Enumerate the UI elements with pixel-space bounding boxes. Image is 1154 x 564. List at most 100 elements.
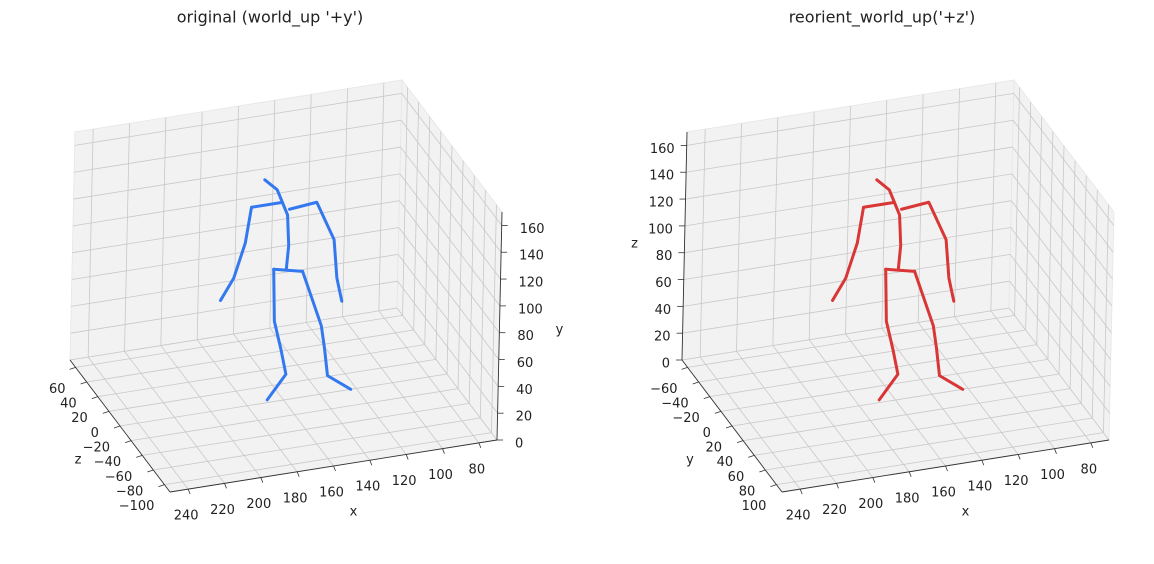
grid-line bbox=[398, 227, 500, 360]
grid-line bbox=[686, 119, 1014, 173]
grid-line bbox=[196, 111, 203, 340]
y-tick-label: 80 bbox=[739, 485, 756, 500]
grid-line bbox=[401, 93, 503, 226]
grid-line bbox=[683, 253, 1011, 307]
x-axis-line bbox=[781, 439, 1110, 493]
y-tick-label: 120 bbox=[519, 276, 544, 291]
tick-mark bbox=[224, 483, 227, 489]
grid-line bbox=[743, 388, 1071, 442]
grid-line bbox=[681, 307, 1010, 361]
grid-line bbox=[397, 280, 498, 414]
z-axis-line bbox=[681, 131, 688, 361]
tick-mark bbox=[681, 366, 688, 370]
y-tick-label: 0 bbox=[703, 426, 711, 441]
grid-line bbox=[164, 432, 492, 486]
y-tick-label: 60 bbox=[517, 356, 534, 371]
z-tick-label: 40 bbox=[655, 303, 672, 318]
y-tick-label: 0 bbox=[515, 437, 523, 452]
tick-mark bbox=[113, 425, 121, 429]
y-tick-label: 40 bbox=[717, 455, 734, 470]
z-tick-label: 60 bbox=[49, 382, 66, 397]
grid-line bbox=[736, 123, 742, 352]
y-axis-label: y bbox=[556, 323, 564, 338]
tick-mark bbox=[799, 488, 803, 495]
x-tick-label: 120 bbox=[392, 474, 417, 489]
tick-mark bbox=[136, 454, 143, 458]
tick-mark bbox=[748, 454, 755, 458]
y-tick-label: 160 bbox=[520, 222, 545, 237]
grid-line bbox=[772, 117, 779, 346]
grid-line bbox=[233, 105, 239, 335]
grid-line bbox=[435, 131, 442, 360]
chart-title: reorient_world_up('+z') bbox=[789, 8, 976, 28]
skeleton-segment bbox=[899, 200, 956, 303]
grid-line bbox=[402, 87, 408, 316]
z-tick-label: 120 bbox=[649, 196, 674, 211]
z-tick-label: −40 bbox=[94, 455, 121, 470]
y-tick-label: 60 bbox=[728, 470, 745, 485]
tick-mark bbox=[260, 477, 264, 483]
grid-line bbox=[683, 227, 1011, 280]
z-tick-label: 80 bbox=[656, 249, 673, 264]
tick-mark bbox=[945, 465, 948, 472]
grid-line bbox=[1011, 200, 1112, 333]
grid-line bbox=[86, 329, 414, 383]
y-tick-label: 100 bbox=[518, 302, 543, 317]
tick-mark bbox=[158, 484, 165, 488]
grid-line bbox=[1008, 307, 1110, 441]
tick-mark bbox=[908, 471, 912, 477]
grid-line bbox=[74, 119, 402, 173]
tick-mark bbox=[714, 410, 722, 414]
grid-line bbox=[1009, 254, 1111, 387]
grid-line bbox=[699, 129, 706, 358]
skeleton-segment bbox=[263, 178, 291, 271]
skeleton-segment bbox=[884, 267, 917, 273]
grid-line bbox=[73, 146, 401, 200]
tick-mark bbox=[836, 483, 839, 489]
x-tick-label: 240 bbox=[786, 509, 811, 524]
tick-mark bbox=[478, 442, 482, 449]
z-tick-label: 140 bbox=[649, 169, 674, 184]
x-axis-label: x bbox=[962, 505, 970, 520]
grid-line bbox=[87, 129, 94, 358]
skeleton-segment bbox=[877, 267, 900, 402]
grid-line bbox=[1013, 93, 1115, 226]
tick-mark bbox=[405, 454, 409, 460]
x-tick-label: 220 bbox=[822, 503, 847, 518]
skeleton-segment bbox=[831, 200, 896, 302]
grid-line bbox=[399, 200, 500, 333]
tick-mark bbox=[725, 425, 733, 429]
grid-line bbox=[75, 314, 403, 368]
grid-line bbox=[1012, 146, 1113, 280]
skeleton-segment bbox=[287, 200, 344, 303]
grid-line bbox=[69, 307, 398, 361]
grid-line bbox=[1010, 227, 1112, 360]
tick-mark bbox=[442, 448, 445, 454]
z-tick-label: −100 bbox=[119, 499, 155, 514]
x-tick-label: 100 bbox=[428, 468, 453, 483]
grid-line bbox=[269, 100, 276, 329]
grid-line bbox=[1069, 160, 1076, 389]
z-tick-label: −20 bbox=[83, 441, 110, 456]
grid-line bbox=[71, 227, 399, 280]
grid-line bbox=[424, 116, 431, 345]
grid-line bbox=[1014, 87, 1020, 316]
grid-line bbox=[97, 344, 425, 398]
grid-line bbox=[72, 200, 400, 254]
y-axis-line bbox=[496, 211, 503, 441]
grid-line bbox=[1047, 131, 1054, 360]
y-tick-label: 40 bbox=[516, 383, 533, 398]
grid-line bbox=[124, 123, 130, 352]
grid-line bbox=[491, 204, 497, 433]
grid-line bbox=[1009, 280, 1110, 414]
grid-line bbox=[698, 329, 1026, 383]
grid-line bbox=[70, 280, 398, 334]
tick-mark bbox=[759, 469, 766, 473]
y-axis-line bbox=[681, 359, 783, 493]
x-tick-label: 200 bbox=[858, 497, 883, 512]
grid-line bbox=[413, 101, 420, 331]
grid-line bbox=[72, 173, 401, 227]
grid-line bbox=[71, 253, 399, 307]
z-tick-label: −60 bbox=[105, 470, 132, 485]
tick-mark bbox=[333, 465, 336, 472]
